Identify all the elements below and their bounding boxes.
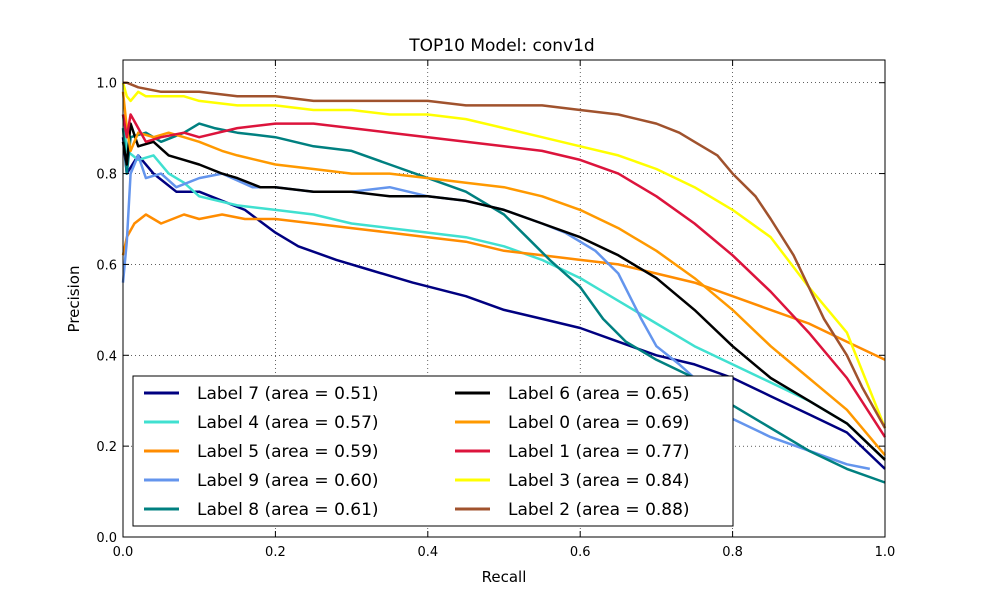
x-tick-label: 0.6 <box>570 545 591 560</box>
series-line-3 <box>121 213 886 361</box>
legend-label: Label 9 (area = 0.60) <box>197 471 379 491</box>
legend-label: Label 1 (area = 0.77) <box>508 442 690 462</box>
y-tick-label: 0.0 <box>96 531 117 546</box>
y-tick-label: 0.4 <box>96 349 117 364</box>
series-line-2 <box>121 114 886 461</box>
plot-frame <box>122 59 886 538</box>
legend-label: Label 7 (area = 0.51) <box>197 384 379 404</box>
y-axis-label: Precision <box>65 266 83 333</box>
series-line-9 <box>121 82 887 429</box>
legend-label: Label 8 (area = 0.61) <box>197 500 379 520</box>
x-tick-label: 0.0 <box>113 545 134 560</box>
legend-label: Label 5 (area = 0.59) <box>197 442 379 462</box>
x-axis-label: Recall <box>482 568 527 586</box>
series-line-10 <box>123 81 887 429</box>
legend-label: Label 4 (area = 0.57) <box>197 413 379 433</box>
legend-label: Label 3 (area = 0.84) <box>508 471 690 491</box>
legend-label: Label 6 (area = 0.65) <box>508 384 690 404</box>
series-line-7 <box>121 91 886 457</box>
legend-label: Label 2 (area = 0.88) <box>508 500 690 520</box>
x-tick-label: 0.4 <box>417 545 438 560</box>
legend-label: Label 0 (area = 0.69) <box>508 413 690 433</box>
y-axis-ticks: 0.0 0.2 0.4 0.6 0.8 1.0 <box>96 77 885 546</box>
y-tick-label: 1.0 <box>96 77 117 92</box>
legend-box <box>132 375 734 527</box>
legend: Label 7 (area = 0.51) Label 4 (area = 0.5… <box>132 375 734 527</box>
x-axis-ticks: 0.0 0.2 0.4 0.6 0.8 1.0 <box>113 60 896 560</box>
y-tick-label: 0.6 <box>96 258 117 273</box>
y-tick-label: 0.2 <box>96 440 117 455</box>
chart-title: TOP10 Model: conv1d <box>408 36 594 56</box>
x-tick-label: 0.8 <box>722 545 743 560</box>
series-line-8 <box>121 113 887 438</box>
x-tick-label: 0.2 <box>265 545 286 560</box>
series-line-6 <box>121 122 886 461</box>
y-tick-label: 0.8 <box>96 168 117 183</box>
x-tick-label: 1.0 <box>875 545 896 560</box>
